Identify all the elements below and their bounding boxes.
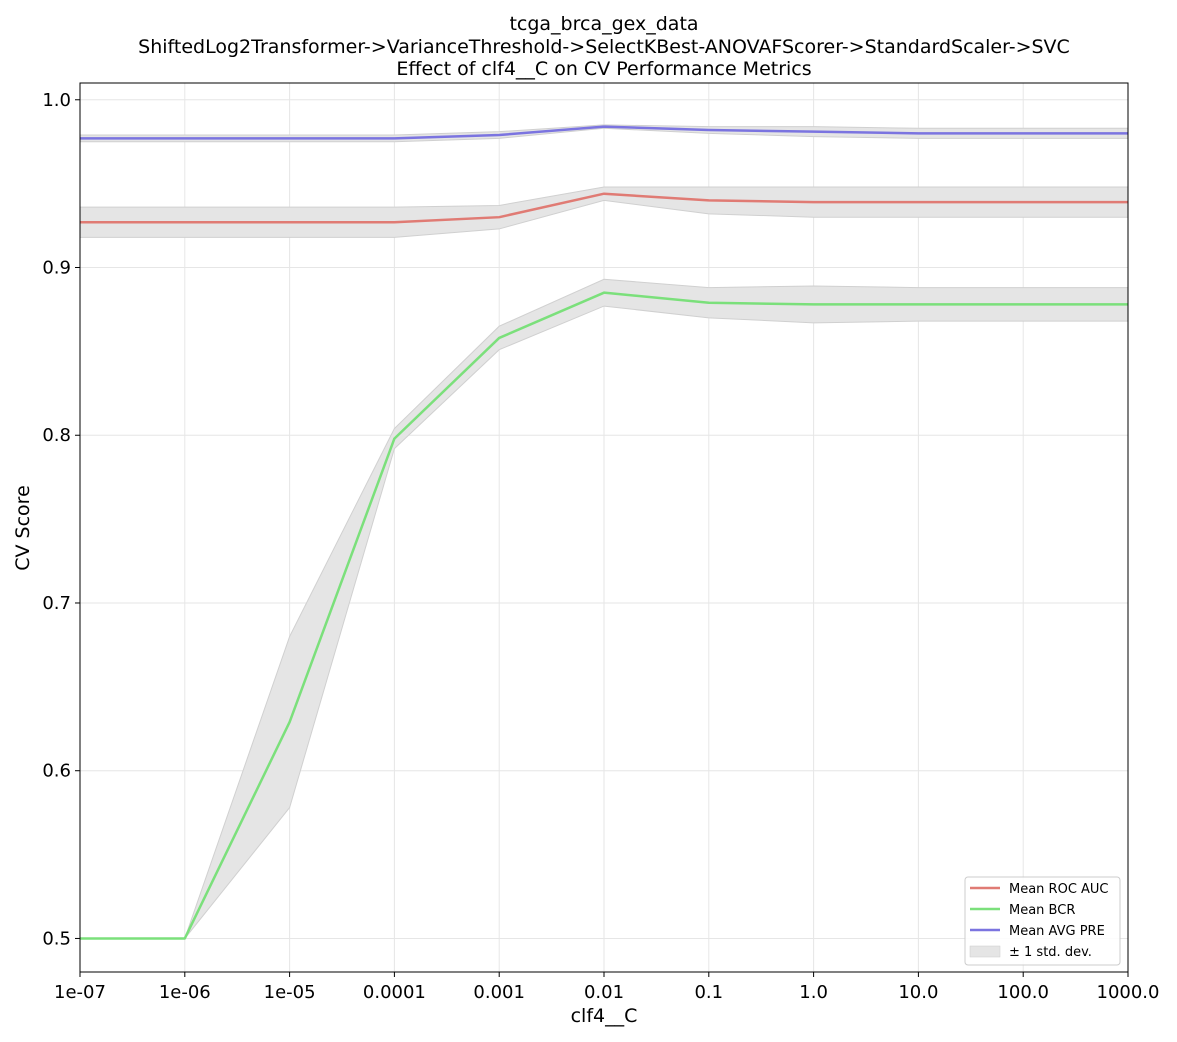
- y-tick-label: 1.0: [42, 90, 71, 111]
- legend-box: [964, 876, 1121, 966]
- legend-label-bcr: Mean BCR: [1009, 903, 1075, 918]
- series-lines: [80, 125, 1128, 940]
- chart-title-line-1: tcga_brca_gex_data: [509, 13, 698, 35]
- x-tick-label: 0.01: [584, 982, 624, 1003]
- x-axis-label: clf4__C: [571, 1005, 638, 1027]
- x-tick-label: 100.0: [997, 982, 1049, 1003]
- x-tick-label: 0.1: [694, 982, 723, 1003]
- x-tick-label: 1e-06: [159, 982, 211, 1003]
- y-axis-ticks: 0.5 0.6 0.7 0.8 0.9 1.0: [42, 90, 80, 949]
- x-tick-label: 1000.0: [1097, 982, 1160, 1003]
- x-tick-label: 10.0: [898, 982, 938, 1003]
- x-tick-label: 1.0: [799, 982, 828, 1003]
- legend: Mean ROC AUC Mean BCR Mean AVG PRE ± 1 s…: [964, 876, 1121, 966]
- y-tick-label: 0.6: [42, 761, 71, 782]
- x-tick-label: 1e-05: [264, 982, 316, 1003]
- series-line-mean-bcr: [80, 291, 1128, 940]
- y-axis-label: CV Score: [12, 485, 34, 571]
- chart-title-line-2: ShiftedLog2Transformer->VarianceThreshol…: [138, 36, 1070, 58]
- legend-swatch-std-band: [969, 945, 1001, 958]
- x-tick-label: 1e-07: [54, 982, 106, 1003]
- legend-label-avg-pre: Mean AVG PRE: [1009, 924, 1105, 939]
- series-line-mean-avg-pre: [80, 125, 1128, 140]
- y-tick-label: 0.9: [42, 258, 71, 279]
- x-tick-label: 0.0001: [363, 982, 426, 1003]
- legend-label-roc-auc: Mean ROC AUC: [1009, 882, 1109, 897]
- chart-title-line-3: Effect of clf4__C on CV Performance Metr…: [396, 58, 811, 80]
- y-tick-label: 0.5: [42, 928, 71, 949]
- y-tick-label: 0.8: [42, 425, 71, 446]
- x-tick-label: 0.001: [473, 982, 525, 1003]
- x-axis-ticks: 1e-07 1e-06 1e-05 0.0001 0.001 0.01 0.1 1.0 10.0…: [54, 972, 1159, 1003]
- y-tick-label: 0.7: [42, 593, 71, 614]
- legend-label-std-band: ± 1 std. dev.: [1009, 945, 1092, 960]
- series-line-mean-roc-auc: [80, 192, 1128, 224]
